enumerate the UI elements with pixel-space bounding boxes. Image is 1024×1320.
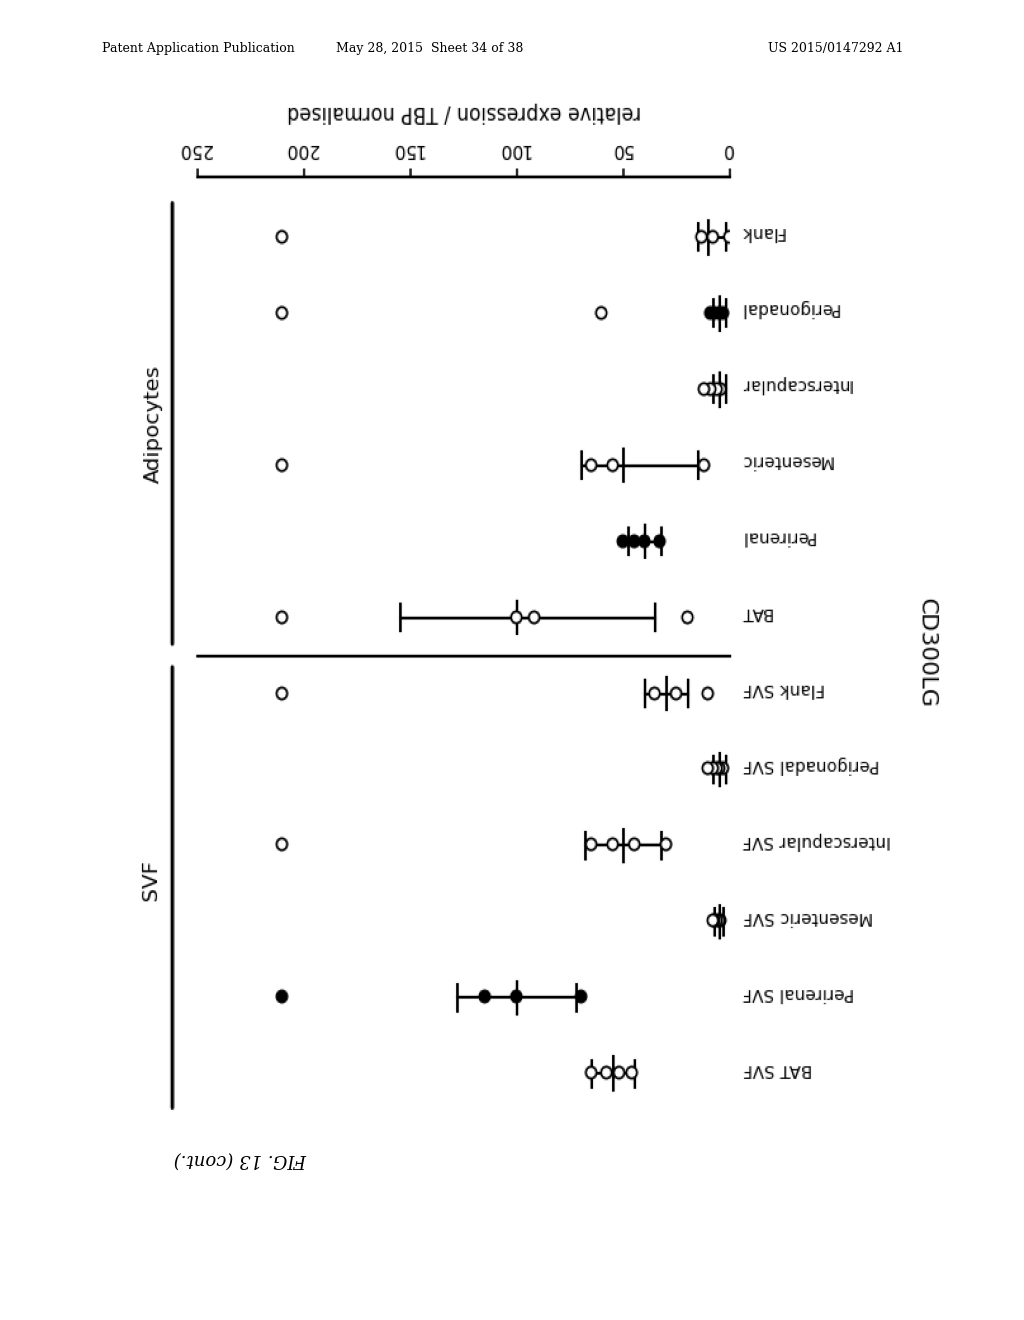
Text: Patent Application Publication: Patent Application Publication (102, 42, 295, 55)
Text: US 2015/0147292 A1: US 2015/0147292 A1 (768, 42, 903, 55)
Text: FIG. 13 (cont.): FIG. 13 (cont.) (174, 1150, 307, 1168)
Text: May 28, 2015  Sheet 34 of 38: May 28, 2015 Sheet 34 of 38 (337, 42, 523, 55)
